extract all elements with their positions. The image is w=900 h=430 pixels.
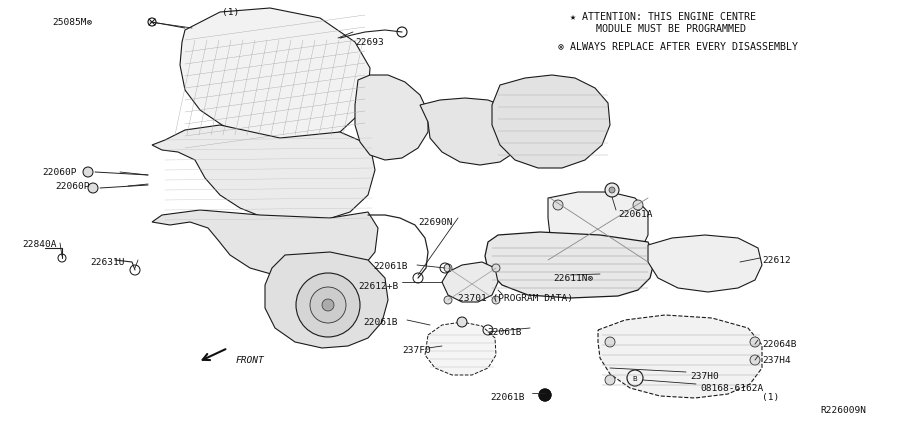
Text: 237F0: 237F0 bbox=[402, 346, 431, 355]
Circle shape bbox=[322, 299, 334, 311]
Text: 23701 (PROGRAM DATA): 23701 (PROGRAM DATA) bbox=[458, 294, 573, 303]
Text: 08168-6162A: 08168-6162A bbox=[700, 384, 763, 393]
Text: 22061A: 22061A bbox=[618, 210, 652, 219]
Polygon shape bbox=[152, 125, 375, 222]
Circle shape bbox=[444, 296, 452, 304]
Circle shape bbox=[457, 317, 467, 327]
Text: 22061B: 22061B bbox=[363, 318, 398, 327]
Circle shape bbox=[605, 183, 619, 197]
Text: ⊗ ALWAYS REPLACE AFTER EVERY DISASSEMBLY: ⊗ ALWAYS REPLACE AFTER EVERY DISASSEMBLY bbox=[558, 42, 798, 52]
Circle shape bbox=[633, 200, 643, 210]
Circle shape bbox=[83, 167, 93, 177]
Circle shape bbox=[750, 337, 760, 347]
Text: (1): (1) bbox=[222, 8, 239, 17]
Circle shape bbox=[553, 250, 563, 260]
Circle shape bbox=[605, 375, 615, 385]
Text: 22061B: 22061B bbox=[487, 328, 521, 337]
Polygon shape bbox=[355, 75, 428, 160]
Polygon shape bbox=[492, 75, 610, 168]
Text: 22064B: 22064B bbox=[762, 340, 796, 349]
Text: (1): (1) bbox=[762, 393, 779, 402]
Polygon shape bbox=[442, 262, 498, 302]
Text: 22631U: 22631U bbox=[90, 258, 124, 267]
Text: 22690N: 22690N bbox=[418, 218, 453, 227]
Polygon shape bbox=[152, 210, 378, 278]
Text: 22060P: 22060P bbox=[42, 168, 76, 177]
Circle shape bbox=[609, 187, 615, 193]
Text: 22612+B: 22612+B bbox=[358, 282, 398, 291]
Circle shape bbox=[539, 389, 551, 401]
Circle shape bbox=[605, 337, 615, 347]
Polygon shape bbox=[485, 232, 655, 298]
Polygon shape bbox=[598, 315, 762, 398]
Circle shape bbox=[750, 355, 760, 365]
Text: 237H4: 237H4 bbox=[762, 356, 791, 365]
Circle shape bbox=[492, 264, 500, 272]
Text: 22612: 22612 bbox=[762, 256, 791, 265]
Text: 22693: 22693 bbox=[355, 38, 383, 47]
Circle shape bbox=[539, 389, 551, 401]
Circle shape bbox=[310, 287, 346, 323]
Text: 22061B: 22061B bbox=[490, 393, 525, 402]
Text: B: B bbox=[633, 376, 637, 382]
Polygon shape bbox=[648, 235, 762, 292]
Polygon shape bbox=[548, 192, 648, 265]
Text: R226009N: R226009N bbox=[820, 406, 866, 415]
Polygon shape bbox=[420, 98, 522, 165]
Text: 22611N⊗: 22611N⊗ bbox=[553, 274, 593, 283]
Polygon shape bbox=[425, 322, 496, 375]
Circle shape bbox=[633, 250, 643, 260]
Polygon shape bbox=[265, 252, 388, 348]
Circle shape bbox=[553, 200, 563, 210]
Circle shape bbox=[88, 183, 98, 193]
Circle shape bbox=[296, 273, 360, 337]
Text: 237H0: 237H0 bbox=[690, 372, 719, 381]
Circle shape bbox=[444, 264, 452, 272]
Text: MODULE MUST BE PROGRAMMED: MODULE MUST BE PROGRAMMED bbox=[584, 24, 746, 34]
Circle shape bbox=[492, 296, 500, 304]
Text: FRONT: FRONT bbox=[236, 356, 265, 365]
Text: 22061B: 22061B bbox=[373, 262, 408, 271]
Text: 25085M⊗: 25085M⊗ bbox=[52, 18, 92, 27]
Text: ★ ATTENTION: THIS ENGINE CENTRE: ★ ATTENTION: THIS ENGINE CENTRE bbox=[570, 12, 756, 22]
Polygon shape bbox=[180, 8, 370, 140]
Text: 22060P: 22060P bbox=[55, 182, 89, 191]
Text: 22840A: 22840A bbox=[22, 240, 57, 249]
